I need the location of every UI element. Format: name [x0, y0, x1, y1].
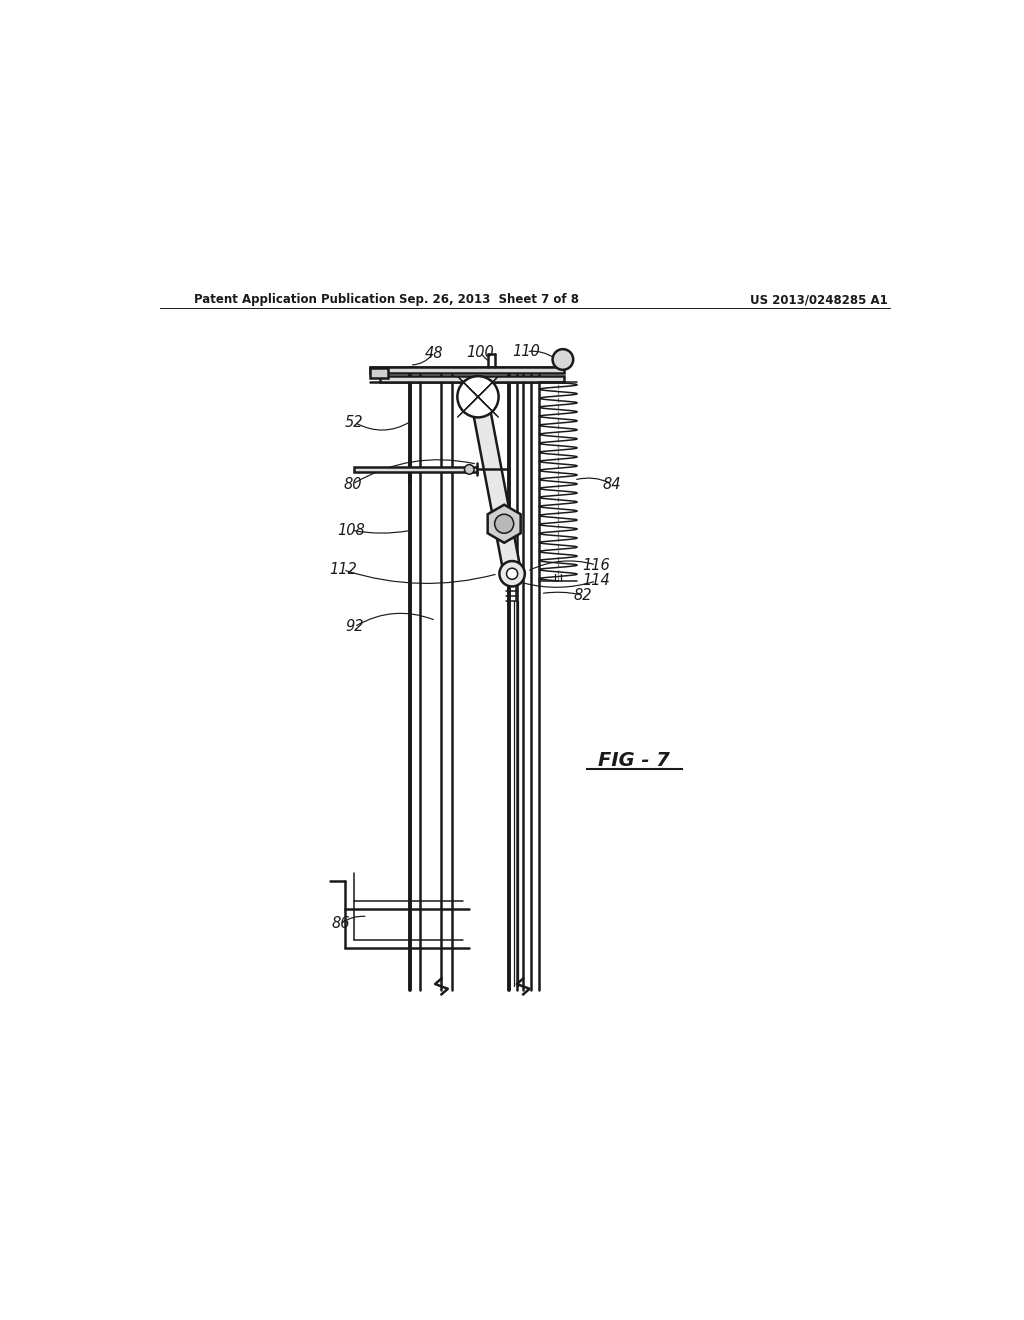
Polygon shape: [473, 411, 520, 573]
Polygon shape: [487, 504, 520, 543]
Text: 114: 114: [583, 573, 610, 589]
Text: Patent Application Publication: Patent Application Publication: [194, 293, 395, 306]
Text: 116: 116: [583, 557, 610, 573]
Circle shape: [458, 376, 499, 417]
Text: 52: 52: [345, 414, 364, 430]
Bar: [370, 368, 387, 378]
Bar: [380, 376, 564, 383]
Circle shape: [500, 561, 524, 586]
Text: 112: 112: [329, 562, 357, 577]
Circle shape: [495, 515, 514, 533]
Text: 86: 86: [332, 916, 350, 931]
Text: FIG - 7: FIG - 7: [598, 751, 671, 770]
Circle shape: [465, 465, 474, 474]
Text: 80: 80: [343, 477, 361, 491]
Text: Sep. 26, 2013  Sheet 7 of 8: Sep. 26, 2013 Sheet 7 of 8: [399, 293, 580, 306]
Text: 48: 48: [424, 346, 442, 360]
Text: 110: 110: [513, 345, 541, 359]
Bar: [370, 367, 564, 374]
Text: 82: 82: [573, 587, 592, 603]
Text: US 2013/0248285 A1: US 2013/0248285 A1: [750, 293, 888, 306]
Text: 92: 92: [345, 619, 364, 635]
Circle shape: [507, 568, 518, 579]
Text: 108: 108: [337, 523, 365, 537]
Circle shape: [553, 350, 573, 370]
Bar: [354, 466, 477, 473]
Text: 84: 84: [603, 477, 622, 491]
Text: 100: 100: [467, 345, 495, 360]
